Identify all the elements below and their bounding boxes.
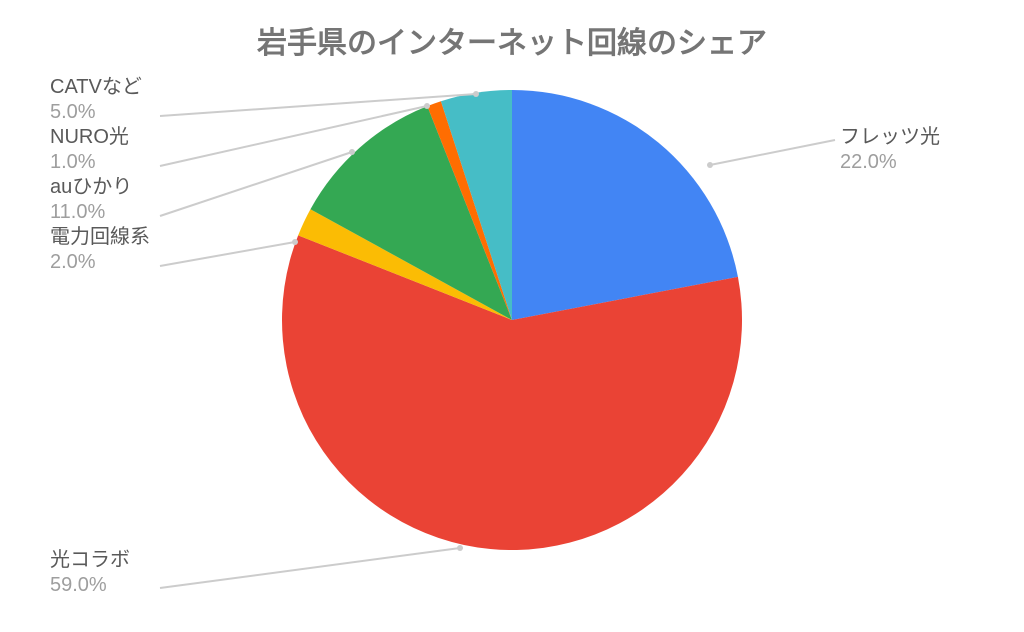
label-denryoku: 電力回線系 2.0% <box>50 225 150 275</box>
label-collab-name: 光コラボ <box>50 548 130 573</box>
label-flets-value: 22.0% <box>840 150 940 175</box>
label-au: auひかり 11.0% <box>50 175 132 225</box>
label-au-value: 11.0% <box>50 200 132 225</box>
label-catv-name: CATVなど <box>50 75 142 100</box>
label-denryoku-name: 電力回線系 <box>50 225 150 250</box>
label-catv-value: 5.0% <box>50 100 142 125</box>
chart-title: 岩手県のインターネット回線のシェア <box>0 18 1024 62</box>
label-collab-value: 59.0% <box>50 573 130 598</box>
label-nuro: NURO光 1.0% <box>50 125 129 175</box>
label-nuro-value: 1.0% <box>50 150 129 175</box>
leader-line <box>160 242 295 266</box>
label-flets: フレッツ光 22.0% <box>840 125 940 175</box>
pie-chart <box>282 90 742 550</box>
label-collab: 光コラボ 59.0% <box>50 548 130 598</box>
label-denryoku-value: 2.0% <box>50 250 150 275</box>
label-nuro-name: NURO光 <box>50 125 129 150</box>
pie-chart-container: 岩手県のインターネット回線のシェア フレッツ光 22.0% 光コラボ 59.0%… <box>0 0 1024 632</box>
leader-line <box>160 548 460 588</box>
label-catv: CATVなど 5.0% <box>50 75 142 125</box>
label-au-name: auひかり <box>50 175 132 200</box>
label-flets-name: フレッツ光 <box>840 125 940 150</box>
